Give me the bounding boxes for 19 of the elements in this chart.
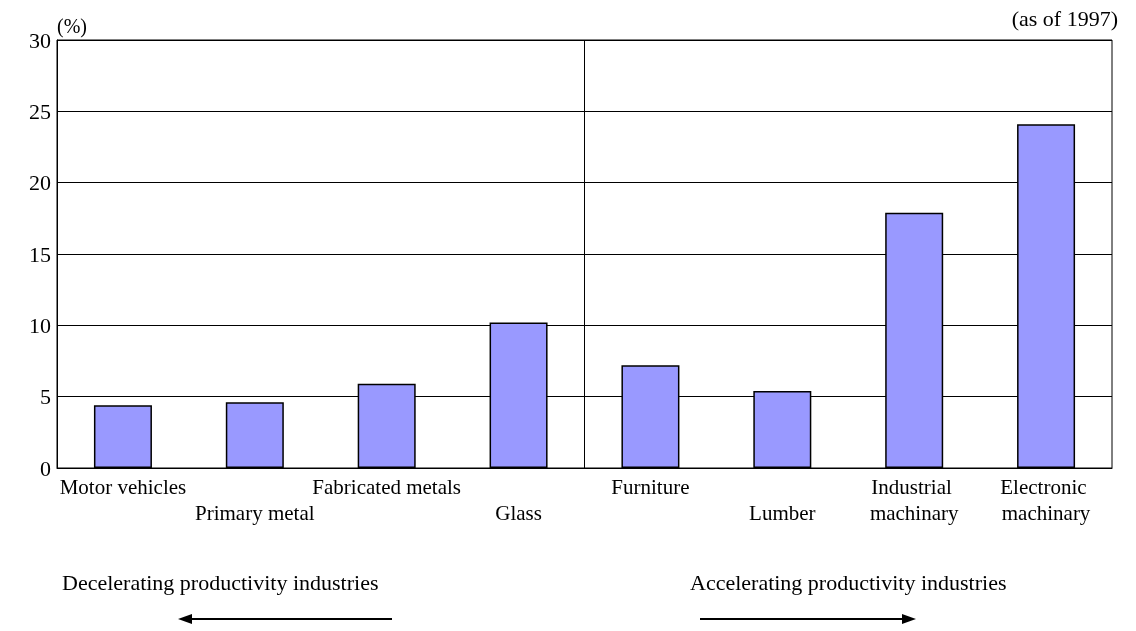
x-tick-label: Lumber [749,501,816,525]
y-tick-label: 5 [40,384,51,410]
y-tick-label: 20 [29,170,51,196]
y-tick-label: 10 [29,312,51,338]
x-tick-label: Glass [495,501,542,525]
text: Decelerating productivity industries [62,570,379,596]
x-tick-label: Electronic machinary [1000,475,1092,525]
x-tick-label: Primary metal [195,501,315,525]
y-tick-label: 25 [29,98,51,124]
text: Accelerating productivity industries [690,570,1007,596]
x-tick-label: Industrial machinary [869,475,959,525]
y-tick-label: 30 [29,27,51,53]
y-tick-label: 15 [29,241,51,267]
y-tick-label: 0 [40,455,51,481]
x-tick-label: Motor vehicles [59,475,187,499]
x-tick-label: Furniture [611,475,690,499]
x-tick-label: Fabricated metals [312,475,462,499]
y-axis-title: (%) [57,15,87,38]
text: (as of 1997) [1011,6,1118,32]
